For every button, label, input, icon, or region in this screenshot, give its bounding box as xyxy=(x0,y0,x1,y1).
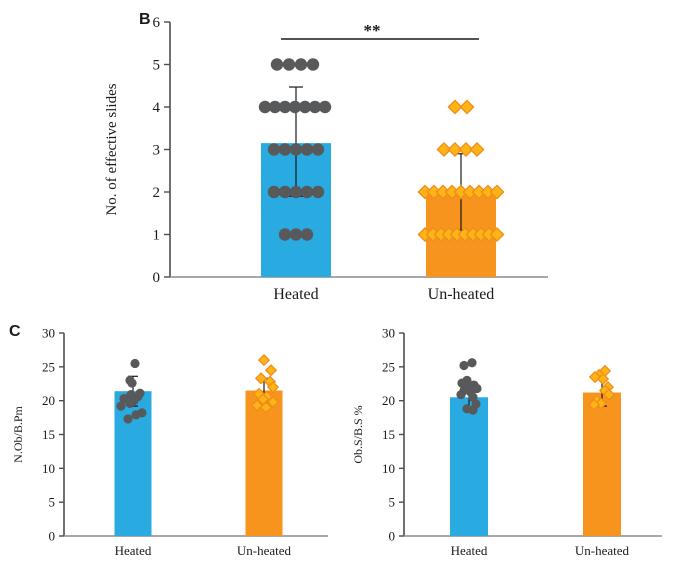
y-tick-label: 30 xyxy=(42,325,55,340)
panel-label-b: B xyxy=(139,11,151,28)
category-label-heated: Heated xyxy=(115,543,152,558)
data-point-circle xyxy=(459,360,469,371)
y-tick-label: 4 xyxy=(153,100,161,116)
y-tick-label: 20 xyxy=(382,393,395,408)
scatter-points-heated xyxy=(258,58,332,241)
data-point-circle xyxy=(289,228,303,241)
y-tick-label: 0 xyxy=(153,270,161,286)
y-tick-label: 5 xyxy=(153,58,161,74)
data-point-circle xyxy=(267,143,281,156)
chart-effective-slides: 0 1 2 3 4 5 6 No. of effective slides Heated Un-h… xyxy=(104,15,548,303)
y-tick-label: 3 xyxy=(153,143,161,159)
scatter-points-heated xyxy=(456,358,482,415)
data-point-circle xyxy=(125,398,135,408)
data-point-circle xyxy=(456,389,466,400)
category-label-heated: Heated xyxy=(273,286,318,303)
category-label-heated: Heated xyxy=(451,543,488,558)
data-point-circle xyxy=(278,185,292,199)
scatter-points-heated xyxy=(116,358,147,424)
data-point-circle xyxy=(467,358,477,368)
y-tick-label: 10 xyxy=(382,461,395,476)
data-point-diamond xyxy=(587,398,601,411)
significance-label: ** xyxy=(364,21,381,40)
scatter-points-un-heated xyxy=(250,353,280,414)
y-tick-label: 0 xyxy=(49,528,56,543)
data-point-circle xyxy=(308,100,322,114)
data-point-diamond xyxy=(459,99,475,115)
y-tick-label: 2 xyxy=(153,185,161,201)
y-tick-label: 15 xyxy=(42,427,55,442)
data-point-circle xyxy=(311,185,325,199)
data-point-diamond xyxy=(489,184,505,200)
data-point-diamond xyxy=(436,141,452,158)
data-point-circle xyxy=(278,228,292,241)
data-point-diamond xyxy=(447,99,463,115)
category-label-un-heated: Un-heated xyxy=(428,286,495,303)
data-point-circle xyxy=(289,143,303,156)
y-tick-label: 6 xyxy=(153,15,161,31)
y-tick-label: 5 xyxy=(389,495,396,510)
data-point-diamond xyxy=(602,388,616,401)
data-point-circle xyxy=(468,405,478,415)
y-axis-title: N.Ob/B.Pm xyxy=(11,406,25,463)
data-point-diamond xyxy=(257,353,271,367)
data-point-circle xyxy=(278,143,292,156)
y-tick-label: 15 xyxy=(382,427,395,442)
y-axis-title: No. of effective slides xyxy=(104,83,120,215)
data-point-circle xyxy=(294,58,308,71)
data-point-diamond xyxy=(596,372,610,386)
chart-nob-bpm: 0 5 10 15 20 25 30 N.Ob/B.Pm Heated Un-heated xyxy=(11,325,328,558)
scatter-points-un-heated xyxy=(587,364,616,411)
scatter-points-un-heated xyxy=(417,99,505,243)
data-point-diamond xyxy=(250,399,264,412)
data-point-circle xyxy=(127,378,137,388)
data-point-circle xyxy=(288,100,302,114)
data-point-circle xyxy=(131,410,141,420)
category-label-un-heated: Un-heated xyxy=(575,543,630,558)
y-tick-label: 1 xyxy=(153,228,161,244)
data-point-circle xyxy=(300,185,314,199)
data-point-circle xyxy=(306,58,320,71)
y-tick-label: 10 xyxy=(42,461,55,476)
data-point-circle xyxy=(298,100,312,114)
data-point-circle xyxy=(130,358,140,369)
data-point-diamond xyxy=(254,372,268,385)
data-point-diamond xyxy=(469,141,485,158)
y-tick-label: 25 xyxy=(382,359,395,374)
data-point-diamond xyxy=(489,226,505,243)
data-point-diamond xyxy=(264,364,278,377)
data-point-circle xyxy=(318,100,332,114)
y-tick-label: 25 xyxy=(42,359,55,374)
data-point-diamond xyxy=(266,381,280,394)
data-point-diamond xyxy=(447,141,463,158)
data-point-circle xyxy=(311,143,325,156)
data-point-circle xyxy=(116,401,126,411)
panel-label-c: C xyxy=(9,323,21,340)
data-point-circle xyxy=(278,100,292,114)
bar-heated xyxy=(450,397,488,536)
data-point-circle xyxy=(289,185,303,199)
data-point-diamond xyxy=(266,395,280,409)
data-point-diamond xyxy=(259,401,273,414)
data-point-circle xyxy=(282,58,296,71)
data-point-circle xyxy=(123,414,133,424)
y-tick-label: 20 xyxy=(42,393,55,408)
y-axis-title: Ob.S/B.S % xyxy=(351,405,365,463)
data-point-circle xyxy=(300,143,314,156)
data-point-circle xyxy=(268,100,282,114)
y-tick-label: 5 xyxy=(49,495,56,510)
data-point-circle xyxy=(300,228,314,241)
y-tick-label: 0 xyxy=(389,528,396,543)
y-tick-label: 30 xyxy=(382,325,395,340)
data-point-diamond xyxy=(458,141,474,158)
data-point-circle xyxy=(258,100,272,114)
category-label-un-heated: Un-heated xyxy=(237,543,292,558)
bar-un-heated xyxy=(583,392,621,536)
bar-un-heated xyxy=(245,390,283,536)
data-point-circle xyxy=(270,58,284,71)
chart-obs-bs-percent: 0 5 10 15 20 25 30 Ob.S/B.S % Heated Un-heated xyxy=(351,325,662,558)
data-point-circle xyxy=(267,185,281,199)
